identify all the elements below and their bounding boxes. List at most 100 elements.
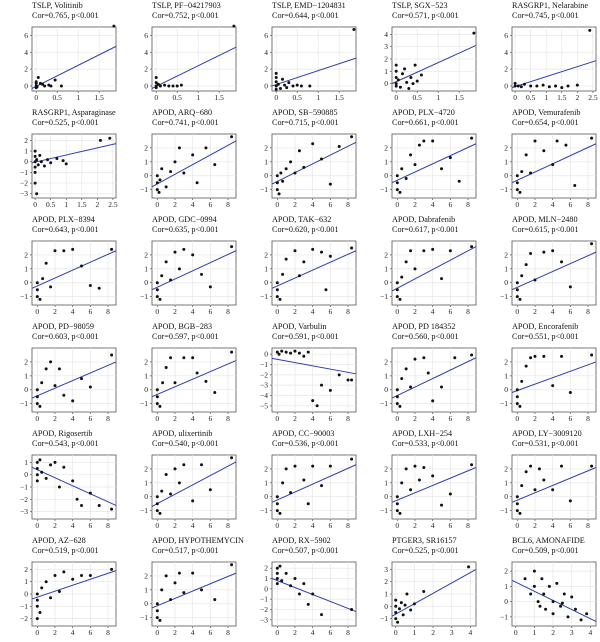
y-tick-label: 1 [264,157,268,166]
data-point [395,181,399,185]
data-point [328,388,332,392]
data-point [204,379,208,383]
data-point [275,350,279,354]
data-point [289,351,293,355]
data-point [62,570,66,574]
data-point [400,275,404,279]
scatter-panel: APOD, PD 184352 Cor=0.560, p<0.001 0 2 4 6 8 −1… [360,321,480,428]
data-point [98,138,102,142]
data-point [191,253,195,257]
data-point [513,84,517,88]
data-point [394,598,398,602]
y-tick-label: 0 [264,492,268,501]
data-point [274,84,278,88]
x-tick-label: 4 [469,628,473,637]
data-point [275,288,279,292]
data-point [277,192,281,196]
data-point [36,163,40,167]
data-point [110,353,114,357]
y-tick-label: 2 [504,567,508,576]
data-point [400,167,404,171]
data-point [515,281,519,285]
panel-correlation: Cor=0.620, p<0.001 [272,225,339,234]
panel-correlation: Cor=0.603, p<0.001 [32,332,99,341]
data-point [169,492,173,496]
data-point [328,254,332,258]
scatter-panel: APOD, PLX−4720 Cor=0.661, p<0.001 0 2 4 6 8 −1 0… [360,107,480,214]
x-tick-label: 2 [95,200,99,209]
x-tick-label: 0 [513,93,517,102]
data-point [544,607,548,611]
x-tick-label: 1 [76,93,80,102]
x-tick-label: 4 [71,414,75,423]
data-point [53,249,57,253]
x-tick-label: 8 [226,414,230,423]
y-tick-label: 1 [384,590,388,599]
x-tick-label: 2 [575,93,579,102]
y-tick-label: 1 [264,264,268,273]
data-point [533,139,537,143]
data-point [204,146,208,150]
data-point [409,608,413,612]
x-tick-label: 0.5 [46,200,56,209]
data-point [280,579,284,583]
x-tick-label: 4 [311,307,315,316]
y-tick-label: 1 [24,371,28,380]
y-tick-label: −1 [140,613,148,622]
data-point [163,83,167,87]
data-point [395,502,399,506]
y-tick-label: −2 [260,605,268,614]
data-point [395,402,399,406]
scatter-plot: 0 2 4 6 8 −1 0 1 2 [500,133,597,209]
data-point [80,377,84,381]
data-point [394,82,398,86]
panel-correlation: Cor=0.741, p<0.001 [152,118,219,127]
regression-line [271,578,357,613]
x-tick-label: 2 [173,307,177,316]
regression-line [391,246,477,292]
data-point [570,595,574,599]
plot-frame [31,26,117,92]
data-point [44,367,48,371]
data-point [395,295,399,299]
y-tick-label: 0 [24,81,28,90]
x-tick-label: 2 [413,414,417,423]
data-point [453,356,457,360]
x-tick-label: 4 [589,628,593,637]
data-point [230,350,234,354]
data-point [38,458,42,462]
regression-line [31,466,117,506]
data-point [431,399,435,403]
panel-correlation: Cor=0.591, p<0.001 [272,332,339,341]
data-point [160,274,164,278]
plot-frame [511,347,597,413]
data-point [399,601,403,605]
data-point [278,564,282,568]
panel-correlation: Cor=0.551, p<0.001 [512,332,579,341]
data-point [80,264,84,268]
data-point [182,247,186,251]
panel-correlation: Cor=0.752, p<0.001 [152,11,219,20]
data-point [36,76,40,80]
data-point [158,404,162,408]
data-point [409,153,413,157]
panel-correlation: Cor=0.597, p<0.001 [152,332,219,341]
y-tick-label: 2 [144,65,148,74]
data-point [440,385,444,389]
scatter-plot: 0 2 4 6 8 −2 −1 0 1 2 [20,561,117,637]
x-tick-label: 1.5 [455,93,465,102]
x-tick-label: 4 [551,200,555,209]
y-tick-label: −2 [20,495,28,504]
scatter-panel: APOD, GDC−0994 Cor=0.635, p<0.001 0 2 4 6 8 −1 0… [120,214,240,321]
data-point [328,464,332,468]
data-point [164,365,168,369]
data-point [537,467,541,471]
data-point [401,72,404,76]
y-tick-label: −1 [140,399,148,408]
data-point [49,285,53,289]
x-tick-label: 8 [226,521,230,530]
regression-line [271,464,357,503]
panel-title: APOD, Varbulin [272,322,327,331]
data-point [35,617,39,621]
